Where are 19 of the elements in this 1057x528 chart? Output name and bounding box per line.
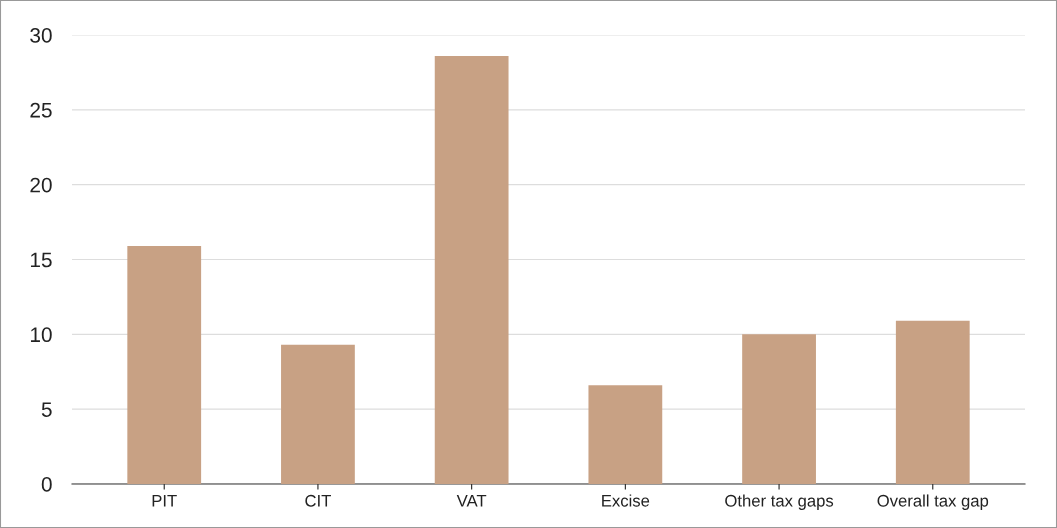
y-tick-label: 30 [30,28,52,43]
x-tick-label: Overall tax gap [877,494,989,510]
x-tick-label: CIT [305,494,331,507]
bar [895,320,970,484]
bar [127,246,202,484]
x-tick-label: Excise [602,494,650,507]
y-tick-label: 5 [41,402,52,417]
y-tick-label: 10 [30,327,52,343]
bar [742,334,816,484]
bar [434,55,509,484]
x-tick-label: Other tax gaps [725,494,834,510]
bar [588,385,663,484]
y-tick-label: 25 [30,102,52,118]
y-tick-label: 20 [30,177,52,193]
x-tick-label: PIT [152,495,177,507]
y-tick-label: 0 [41,477,52,492]
bar [281,344,355,484]
y-tick-label: 15 [30,252,52,268]
x-tick-label: VAT [456,495,487,507]
